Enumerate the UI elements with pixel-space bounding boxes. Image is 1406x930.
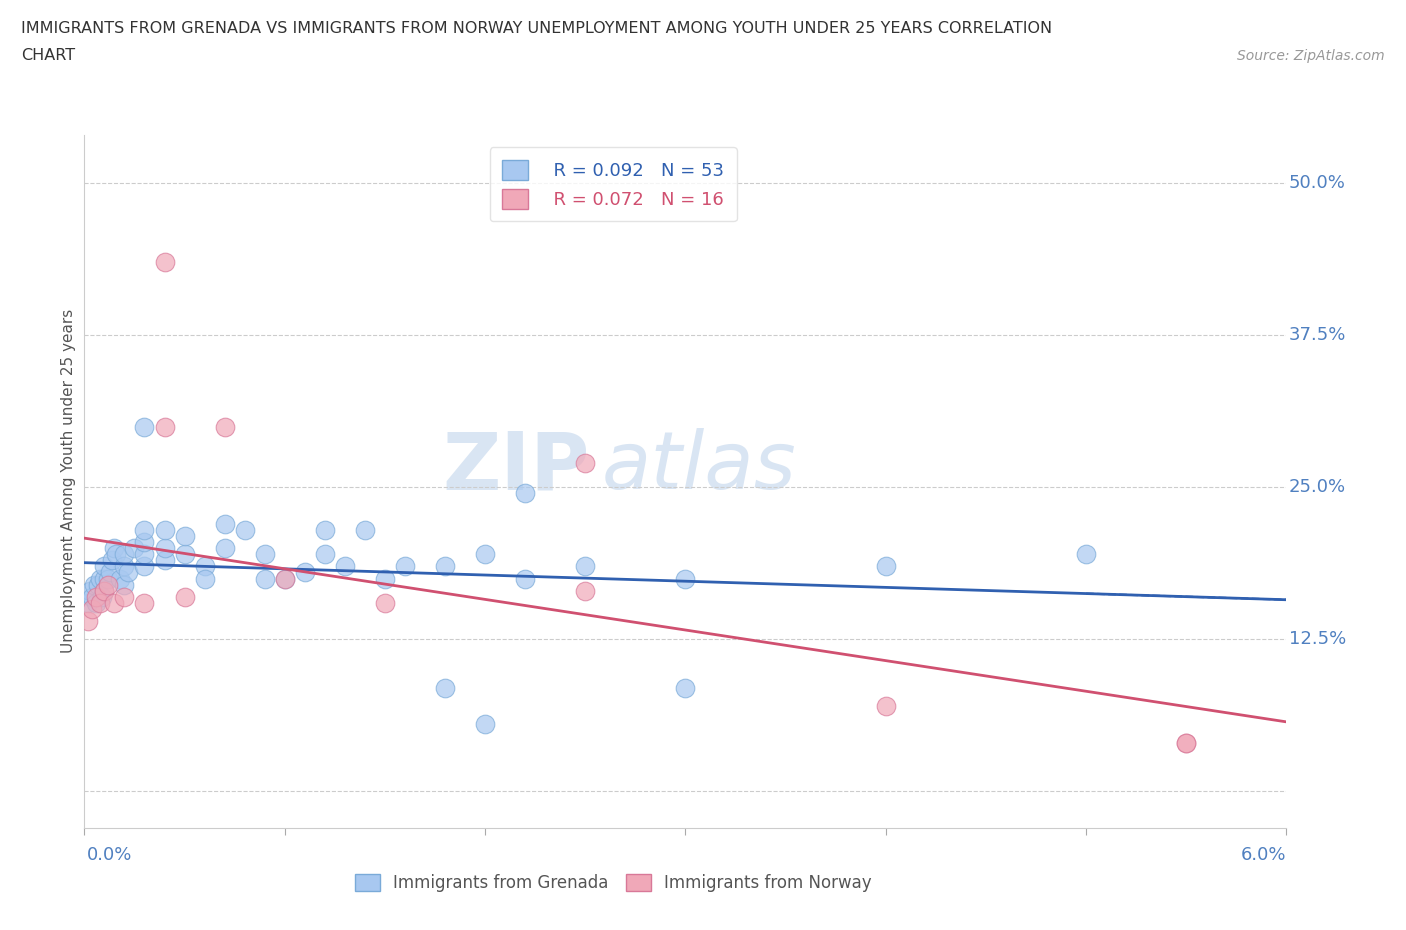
Point [77,614,100,629]
Point [1076,547,1098,562]
Point [134,535,156,550]
Point [89,595,111,610]
Point [675,571,697,586]
Point [274,571,297,586]
Point [97,571,120,586]
Point [214,540,236,555]
Point [574,583,596,598]
Point [294,565,316,580]
Point [214,516,236,531]
Point [153,523,176,538]
Point [110,571,132,586]
Point [394,559,416,574]
Point [87,578,110,592]
Point [93,583,115,598]
Text: Source: ZipAtlas.com: Source: ZipAtlas.com [1237,49,1385,63]
Text: 25.0%: 25.0% [1289,478,1346,497]
Point [274,571,297,586]
Point [194,559,217,574]
Point [153,419,176,434]
Point [77,595,100,610]
Point [474,717,496,732]
Point [100,565,122,580]
Text: 6.0%: 6.0% [1241,846,1286,864]
Point [91,590,114,604]
Point [93,571,115,586]
Point [314,547,336,562]
Point [233,523,256,538]
Point [97,578,120,592]
Point [374,571,396,586]
Point [82,590,104,604]
Point [86,595,108,610]
Point [89,571,111,586]
Text: IMMIGRANTS FROM GRENADA VS IMMIGRANTS FROM NORWAY UNEMPLOYMENT AMONG YOUTH UNDER: IMMIGRANTS FROM GRENADA VS IMMIGRANTS FR… [21,20,1052,35]
Text: 50.0%: 50.0% [1289,175,1346,193]
Text: atlas: atlas [602,429,796,507]
Point [117,565,139,580]
Point [214,419,236,434]
Point [253,571,276,586]
Y-axis label: Unemployment Among Youth under 25 years: Unemployment Among Youth under 25 years [60,309,76,654]
Point [134,547,156,562]
Point [173,528,195,543]
Point [354,523,377,538]
Point [114,590,135,604]
Point [875,698,897,713]
Point [314,523,336,538]
Point [79,583,101,598]
Point [103,540,125,555]
Point [474,547,496,562]
Point [875,559,897,574]
Point [173,547,195,562]
Point [574,456,596,471]
Point [515,571,537,586]
Point [434,681,457,696]
Point [101,552,124,567]
Point [134,419,156,434]
Point [434,559,457,574]
Point [374,595,396,610]
Text: 37.5%: 37.5% [1289,326,1347,344]
Point [515,486,537,501]
Point [134,523,156,538]
Point [253,547,276,562]
Point [114,547,135,562]
Point [83,578,105,592]
Legend: Immigrants from Grenada, Immigrants from Norway: Immigrants from Grenada, Immigrants from… [349,868,879,899]
Point [93,559,115,574]
Text: CHART: CHART [21,48,75,63]
Point [134,559,156,574]
Point [153,255,176,270]
Point [105,547,128,562]
Point [153,540,176,555]
Point [333,559,356,574]
Text: 0.0%: 0.0% [87,846,132,864]
Point [86,590,108,604]
Text: 12.5%: 12.5% [1289,631,1346,648]
Point [173,590,195,604]
Point [103,595,125,610]
Point [124,540,146,555]
Point [114,578,135,592]
Point [93,583,115,598]
Point [194,571,217,586]
Point [82,602,104,617]
Point [574,559,596,574]
Point [1175,736,1198,751]
Point [153,552,176,567]
Text: ZIP: ZIP [441,429,589,507]
Point [675,681,697,696]
Point [114,559,135,574]
Point [1175,736,1198,751]
Point [134,595,156,610]
